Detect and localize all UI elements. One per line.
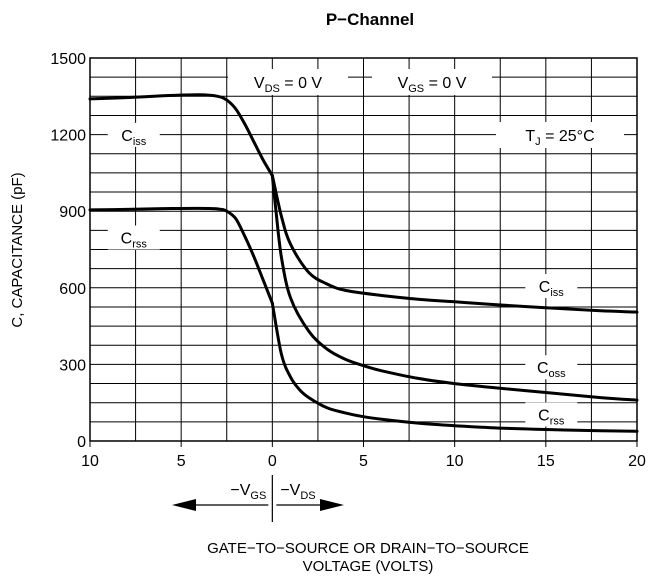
y-tick-label: 900: [59, 204, 86, 221]
annotation-neg-vds: −VDS: [280, 482, 315, 502]
series-label-c-rss: Crss: [121, 231, 148, 251]
chart-title: P−Channel: [326, 10, 414, 29]
label-background: [107, 122, 160, 147]
label-background: [228, 69, 348, 95]
series-label-c-rss: Crss: [538, 407, 565, 427]
annotation-vgs-zero: VGS = 0 V: [398, 75, 467, 95]
label-background: [525, 274, 578, 299]
annotations: VDS = 0 V VGS = 0 V TJ = 25°C −VGS −VDS: [172, 69, 624, 522]
label-background: [107, 225, 160, 250]
x-tick-label: 20: [628, 453, 646, 470]
series-curve-c-iss: [88, 93, 274, 177]
series-labels: Ciss Crss Ciss Coss Crss: [107, 122, 578, 427]
y-tick-label: 300: [59, 357, 86, 374]
y-axis-label: C, CAPACITANCE (pF): [9, 172, 26, 327]
annotation-vds-zero: VDS = 0 V: [254, 75, 323, 95]
series-label-c-iss: Ciss: [121, 128, 147, 148]
y-tick-label: 600: [59, 281, 86, 298]
x-tick-label: 5: [359, 453, 368, 470]
label-background: [496, 122, 624, 148]
x-tick-label: 10: [81, 453, 99, 470]
grid: [89, 57, 638, 447]
x-tick-label: 10: [446, 453, 464, 470]
annotation-neg-vgs: −VGS: [230, 482, 266, 502]
label-background: [525, 355, 578, 380]
y-tick-label: 1500: [50, 51, 86, 68]
curves: [88, 93, 639, 433]
series-curve-c-rss: [270, 301, 639, 433]
x-axis-label-line2: VOLTAGE (VOLTS): [303, 558, 434, 575]
x-tick-label: 15: [537, 453, 555, 470]
annotation-tj: TJ = 25°C: [525, 128, 594, 148]
series-label-c-iss: Ciss: [539, 279, 565, 299]
series-curve-c-rss: [88, 206, 274, 305]
left-arrow-head: [172, 499, 196, 511]
series-curve-c-iss: [270, 174, 639, 314]
y-tick-label: 0: [77, 434, 86, 451]
right-arrow-head: [320, 499, 344, 511]
x-tick-labels: 10 5 0 5 10 15 20: [81, 453, 646, 470]
series-label-c-oss: Coss: [537, 360, 566, 380]
label-background: [372, 69, 492, 95]
x-axis-label-line1: GATE−TO−SOURCE OR DRAIN−TO−SOURCE: [207, 540, 529, 557]
y-tick-labels: 0 300 600 900 1200 1500: [50, 51, 86, 451]
plot-frame: [89, 57, 638, 442]
x-tick-label: 0: [268, 453, 277, 470]
label-background: [525, 402, 578, 427]
x-tick-label: 5: [177, 453, 186, 470]
y-tick-label: 1200: [50, 128, 86, 145]
series-curve-c-oss: [270, 174, 639, 402]
